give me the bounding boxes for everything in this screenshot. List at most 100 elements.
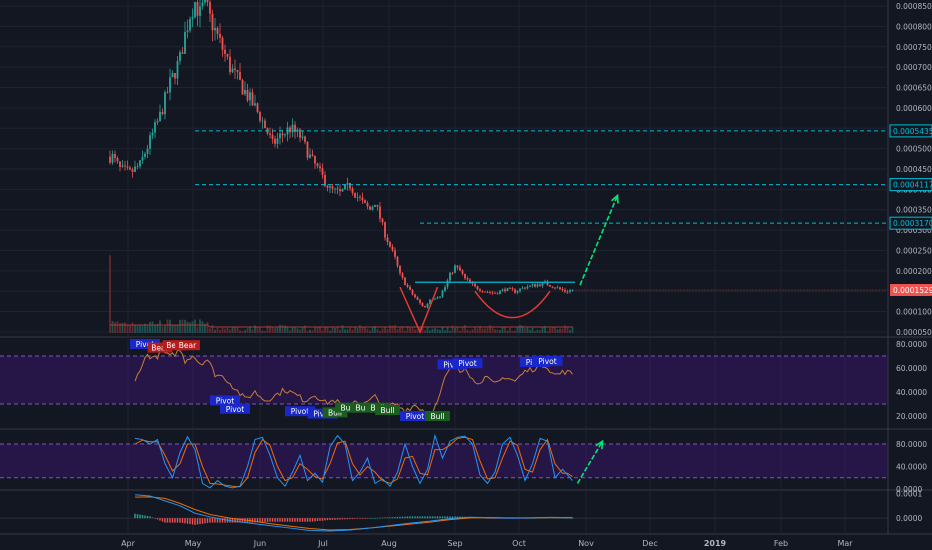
macd-histogram-bar [301, 518, 304, 522]
candle-body [571, 290, 574, 291]
volume-bar [569, 329, 571, 333]
macd-histogram-bar [146, 515, 149, 519]
candle-body [284, 134, 286, 136]
candle-body [411, 289, 414, 295]
volume-bar [151, 321, 154, 333]
volume-bar [526, 327, 529, 333]
macd-histogram-bar [256, 518, 259, 523]
macd-histogram-bar [454, 516, 456, 519]
macd-histogram-bar [214, 518, 216, 523]
macd-histogram-bar [356, 518, 359, 519]
volume-bar [241, 330, 244, 333]
signal-label-bear: Bear [179, 341, 197, 350]
volume-bar [169, 319, 171, 333]
volume-bar [271, 327, 274, 333]
macd-histogram-bar [271, 518, 274, 522]
volume-bar [184, 319, 186, 333]
macd-histogram-bar [446, 516, 449, 519]
macd-histogram-bar [264, 518, 266, 522]
volume-bar [266, 325, 269, 333]
macd-histogram-bar [499, 518, 501, 519]
macd-histogram-bar [386, 517, 389, 519]
macd-histogram-bar [294, 518, 296, 522]
signal-label-bull: Bull [380, 406, 394, 415]
volume-bar [476, 328, 479, 333]
candle-body [174, 73, 176, 79]
candle-body [189, 18, 191, 31]
volume-bar [429, 330, 431, 333]
stochastic-panel[interactable] [0, 433, 888, 489]
volume-bar [466, 329, 469, 333]
candle-body [416, 297, 419, 300]
volume-bar [396, 329, 399, 333]
candle-body [494, 292, 496, 294]
volume-bar [261, 330, 264, 333]
volume-bar [471, 329, 474, 333]
current-price-box [890, 284, 932, 297]
volume-bar [316, 326, 319, 333]
signal-label-box [147, 342, 173, 353]
candle-body [419, 299, 421, 304]
level-label-box [889, 216, 932, 230]
volume-bar [276, 327, 279, 333]
stoch-k-line [134, 433, 573, 489]
candle-body [319, 166, 321, 169]
macd-histogram-bar [486, 518, 489, 519]
volume-bar [356, 327, 359, 333]
price-panel[interactable] [109, 0, 888, 334]
macd-histogram-bar [309, 518, 311, 522]
candle-body [351, 188, 354, 193]
candle-body [241, 79, 244, 95]
v-bottom-drawing [399, 286, 439, 334]
macd-histogram-bar [421, 516, 424, 519]
macd-histogram-bar [251, 518, 254, 523]
volume-bar [286, 326, 289, 333]
macd-panel[interactable] [0, 494, 888, 532]
macd-histogram-bar [164, 518, 166, 523]
volume-bar [264, 330, 266, 333]
macd-histogram-bar [364, 518, 366, 519]
volume-bar [311, 330, 314, 333]
volume-bar [174, 325, 176, 333]
volume-bar [409, 327, 411, 333]
signal-label-box [307, 408, 338, 419]
macd-histogram-bar [531, 518, 534, 519]
volume-bar [156, 323, 159, 333]
macd-histogram-bar [326, 518, 329, 521]
volume-bar [534, 330, 536, 333]
volume-bar [469, 330, 471, 333]
candle-body [504, 289, 506, 291]
macd-histogram-bar [419, 516, 421, 519]
candle-body [164, 92, 166, 115]
macd-histogram-bar [561, 517, 564, 519]
macd-histogram-bar [171, 518, 174, 523]
volume-bar [246, 328, 249, 333]
candle-body [536, 284, 539, 287]
volume-bar [484, 328, 486, 333]
candle-body [289, 127, 291, 133]
volume-bar [324, 327, 326, 333]
macd-histogram-bar [136, 514, 139, 519]
time-tick-label: Jun [253, 539, 267, 548]
volume-bar [571, 326, 574, 333]
macd-histogram-bar [361, 518, 364, 519]
volume-bar [279, 325, 281, 333]
volume-bar [131, 322, 134, 333]
macd-histogram-bar [204, 518, 206, 524]
time-axis[interactable]: Apr May Jun Jul Aug Sep Oct Nov Dec 2019 Feb Mar [121, 539, 853, 548]
candle-body [429, 299, 431, 304]
signal-label-bull: Bull [430, 412, 444, 421]
volume-bar [401, 326, 404, 333]
candle-body [291, 124, 294, 133]
candle-body [476, 286, 479, 290]
stoch-projection-arrow-head [595, 439, 604, 450]
stoch-tick-label: 0.0000 [896, 485, 922, 494]
macd-histogram-bar [371, 518, 374, 519]
macd-histogram-bar [426, 516, 429, 519]
